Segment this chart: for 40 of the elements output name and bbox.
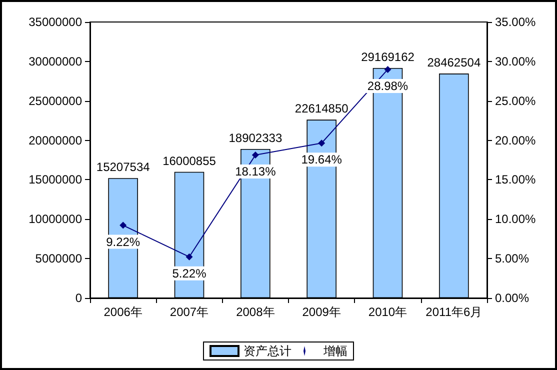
data-label: 9.22%	[106, 234, 140, 249]
x-tick-label: 2009年	[302, 305, 341, 319]
y2-tick-label: 5.00%	[495, 252, 530, 266]
data-label: 18902333	[228, 130, 282, 145]
x-tick-label: 2010年	[368, 305, 408, 319]
y2-tick-label: 10.00%	[495, 212, 536, 226]
x-tick-label: 2007年	[170, 305, 209, 319]
point	[120, 222, 127, 229]
y2-tick-label: 15.00%	[495, 172, 536, 187]
y-tick-label: 5000000	[35, 252, 82, 266]
x-tick-label: 2006年	[104, 305, 142, 319]
point	[186, 253, 193, 260]
data-label: 29169162	[361, 50, 415, 64]
y-tick-label: 35000000	[28, 15, 82, 29]
data-label: 5.22%	[172, 266, 207, 280]
y2-tick-label: 30.00%	[495, 54, 536, 68]
x-tick-label: 2008年	[236, 305, 275, 319]
y-tick-label: 0	[75, 291, 82, 305]
y2-tick-label: 20.00%	[495, 133, 536, 148]
data-label: 16000855	[162, 154, 216, 168]
data-label: 22614850	[294, 102, 349, 116]
y-tick-label: 20000000	[28, 133, 82, 148]
point	[252, 152, 259, 159]
y-tick-label: 10000000	[28, 212, 82, 226]
y-tick-label: 30000000	[28, 54, 82, 68]
legend-label: 增幅	[322, 344, 348, 358]
data-label: 28462504	[427, 56, 481, 70]
data-label: 15207534	[96, 160, 150, 174]
y2-tick-label: 25.00%	[495, 94, 536, 108]
data-label: 28.98%	[367, 78, 408, 93]
legend-label: 资产总计	[244, 344, 292, 358]
point	[384, 66, 392, 73]
y2-tick-label: 35.00%	[495, 15, 536, 29]
y-tick-label: 15000000	[28, 172, 82, 187]
point	[318, 140, 326, 147]
data-label: 19.64%	[301, 152, 342, 167]
y-tick-label: 25000000	[28, 94, 82, 108]
x-tick-label: 2011年6月	[426, 305, 482, 319]
y2-tick-label: 0.00%	[495, 291, 530, 305]
data-label: 18.13%	[235, 164, 276, 179]
